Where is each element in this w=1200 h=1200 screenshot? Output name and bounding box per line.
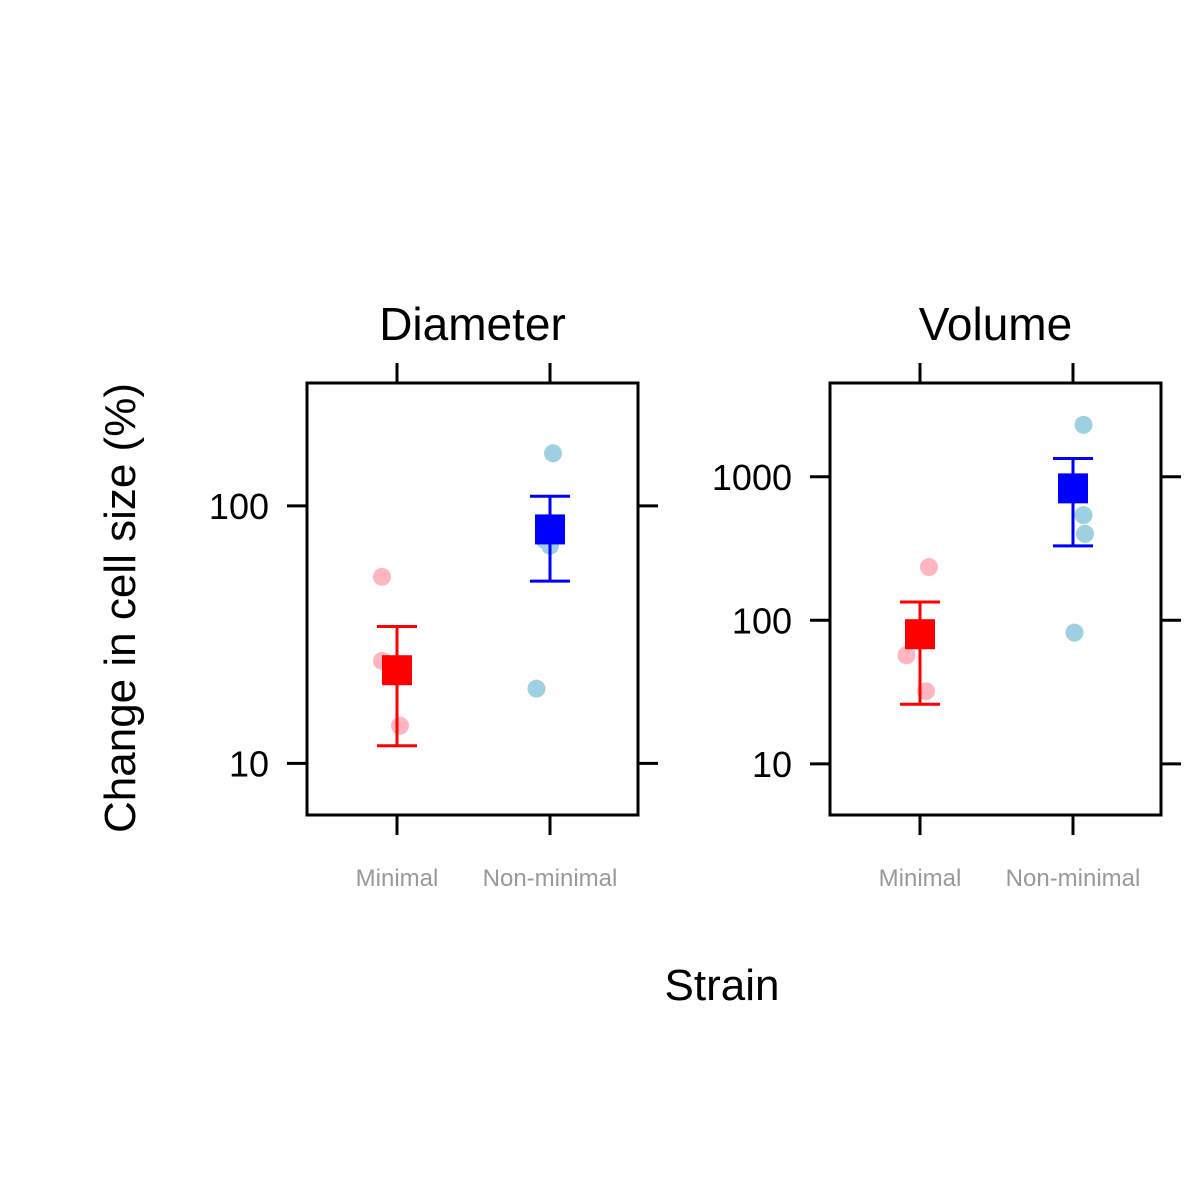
group-minimal [373,567,417,748]
data-point [527,679,546,698]
panel-frame [305,381,640,817]
data-point [1076,524,1094,543]
data-point [1074,506,1093,525]
panel-diameter: Diameter 10 100 Minimal Non-minimal [209,298,658,892]
mean-marker [905,619,935,650]
panel-volume: Volume 10 100 1000 Minimal Non-minimal [712,298,1181,892]
y-tick-label: 10 [229,743,269,784]
panel-title: Diameter [379,298,566,350]
mean-marker [382,655,412,686]
data-point [1074,415,1093,434]
y-tick-label: 100 [732,600,792,641]
x-tick-label: Minimal [356,865,439,892]
mean-marker [1058,473,1088,504]
group-minimal [897,558,940,706]
data-point [920,558,938,577]
data-point [373,567,391,586]
data-point [391,716,409,735]
group-non-minimal [527,444,570,698]
x-tick-label: Minimal [879,865,962,892]
panels: Diameter 10 100 Minimal Non-minimal Volume 10 1… [209,298,1181,892]
data-point [544,444,562,463]
x-tick-label: Non-minimal [1006,865,1141,892]
y-tick-label: 1000 [712,457,792,498]
y-axis-title: Change in cell size (%) [96,383,145,833]
x-axis-title: Strain [665,961,780,1010]
panel-frame [828,381,1163,817]
data-point [1065,623,1084,642]
mean-marker [535,514,565,545]
y-tick-label: 100 [209,486,269,527]
x-tick-label: Non-minimal [483,865,618,892]
data-point [897,646,916,665]
panel-title: Volume [919,298,1072,350]
y-tick-label: 10 [752,744,792,785]
group-non-minimal [1053,415,1094,642]
